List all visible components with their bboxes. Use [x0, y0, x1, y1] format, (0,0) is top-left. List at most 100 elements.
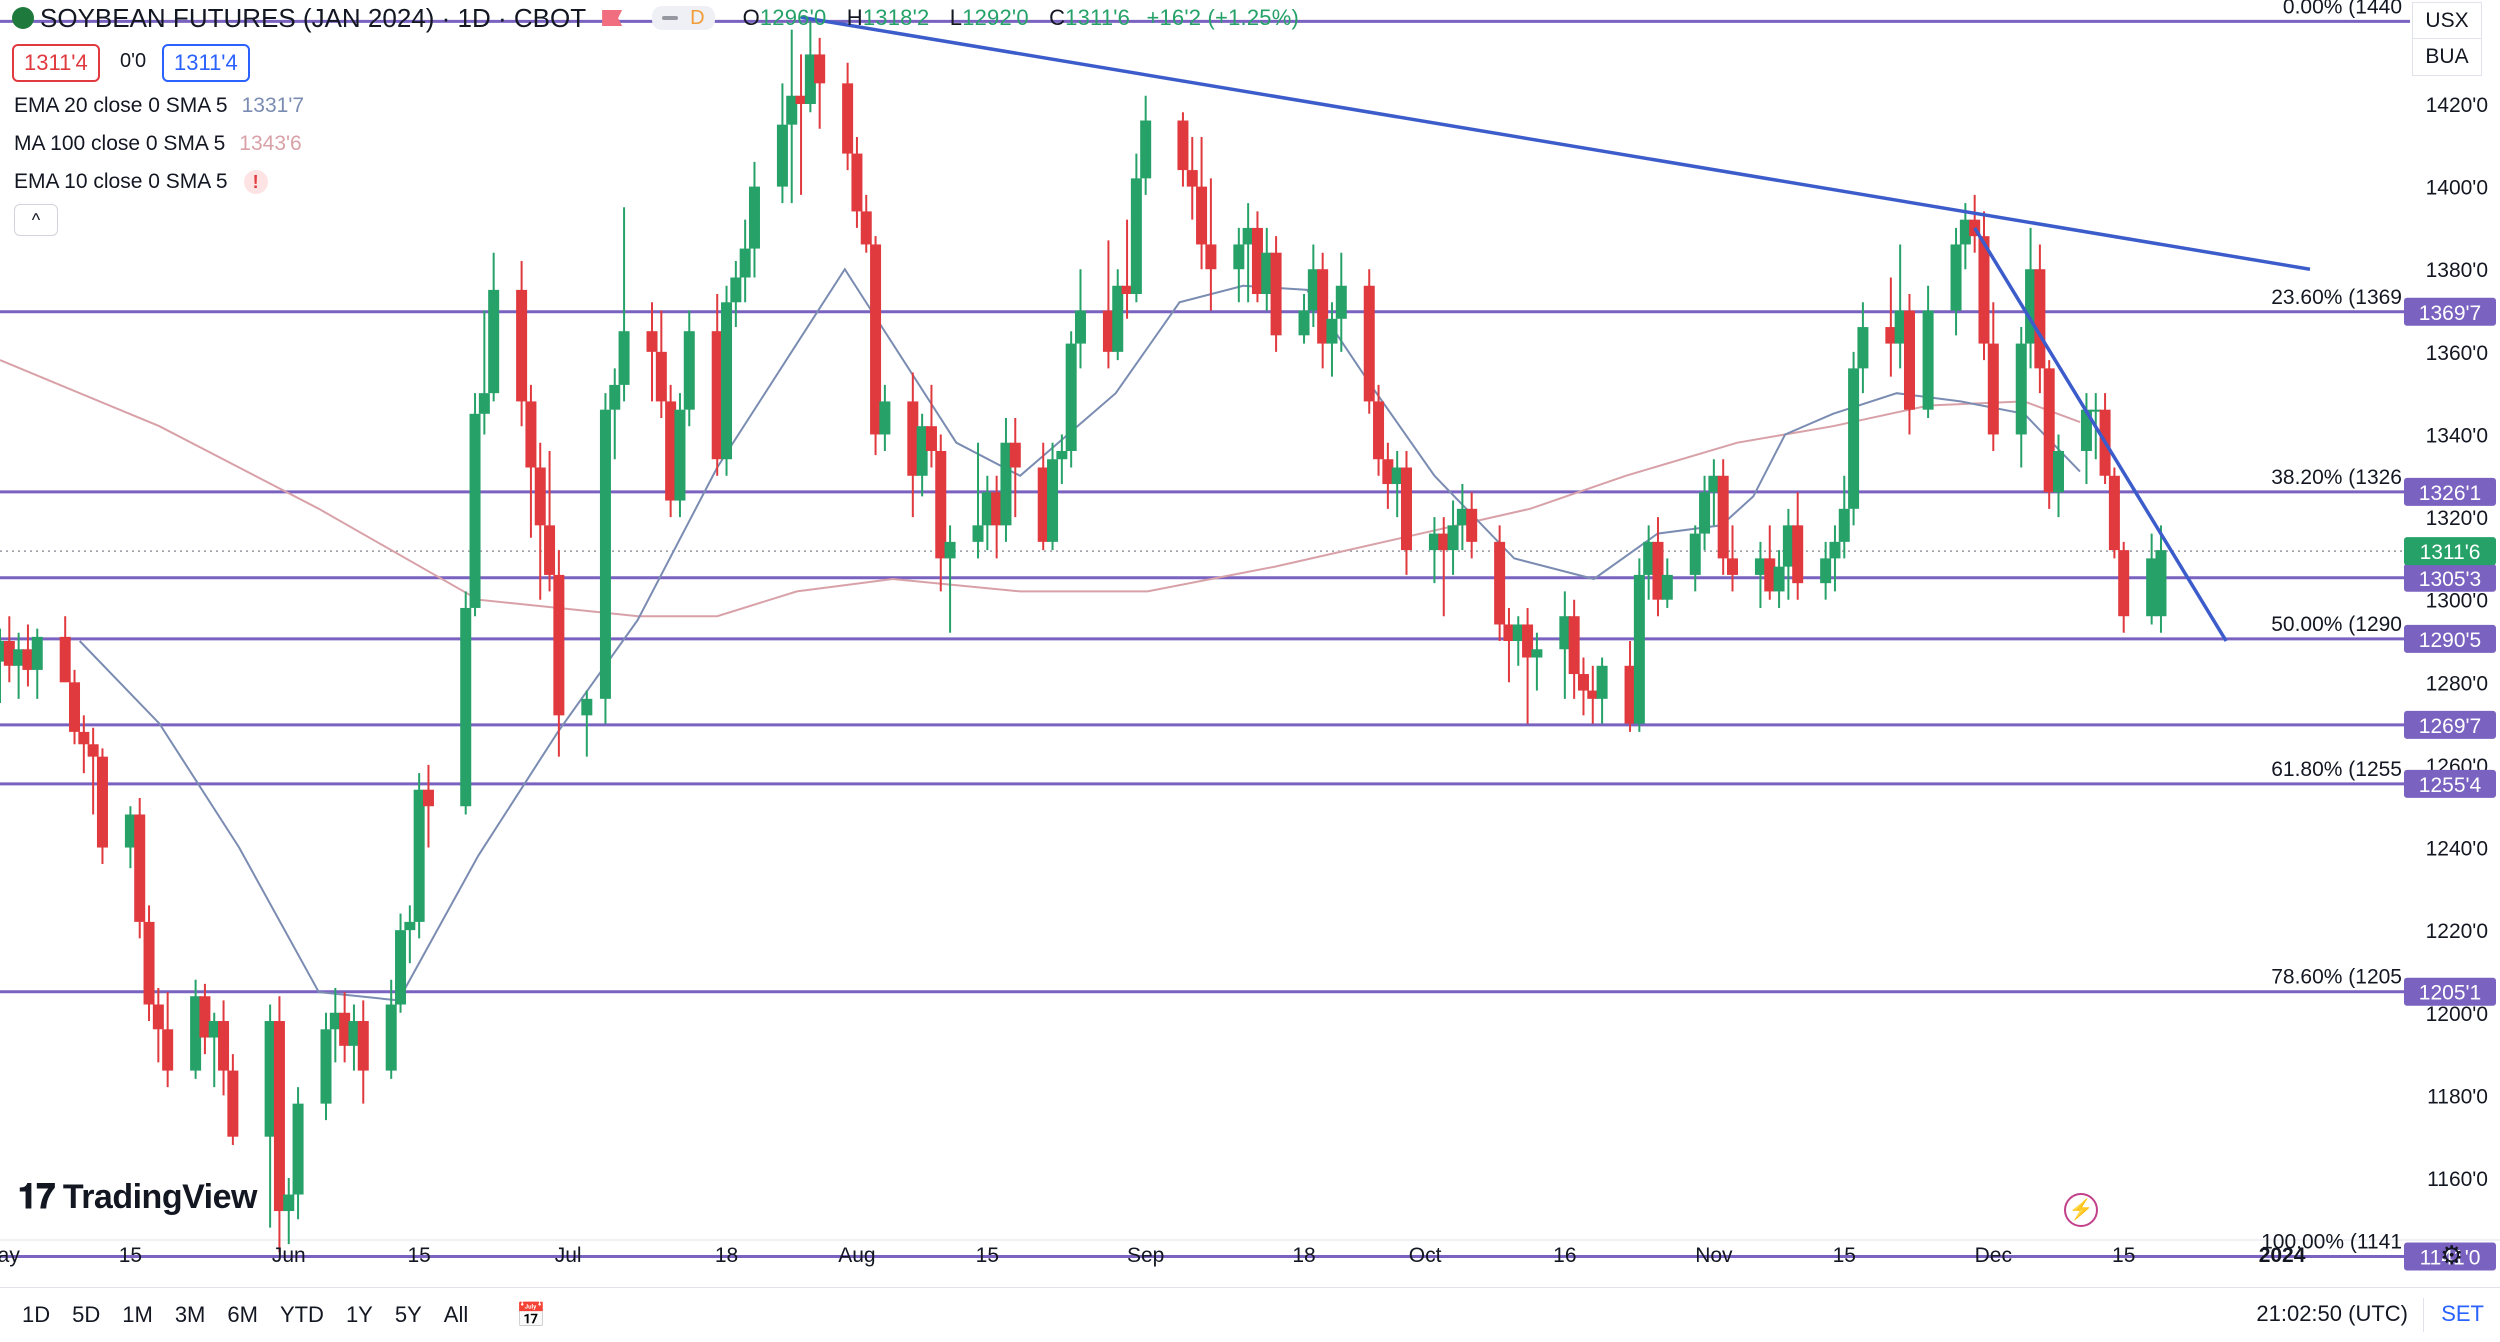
candle-body: [786, 95, 798, 125]
candle-body: [13, 649, 25, 666]
candle-body: [1689, 533, 1701, 575]
candle-body: [208, 1021, 220, 1038]
level-label: 78.60% (1205: [2271, 966, 2402, 989]
candle-body: [1708, 475, 1720, 493]
level-label: 23.60% (1369: [2271, 286, 2402, 309]
level-price-tag-bg: [2404, 977, 2496, 1006]
symbol-title[interactable]: SOYBEAN FUTURES (JAN 2024) · 1D · CBOT: [40, 2, 587, 33]
range-1m[interactable]: 1M: [122, 1302, 153, 1327]
close-value: 1311'6: [1065, 5, 1131, 30]
level-price-tag-bg: [2404, 563, 2496, 592]
candle-body: [1242, 227, 1254, 245]
candle-body: [1829, 541, 1841, 559]
currency-unit-button[interactable]: USX: [2412, 2, 2482, 40]
flash-icon[interactable]: ⚡: [2064, 1193, 2098, 1227]
candle-body: [1456, 508, 1468, 526]
candle-body: [1568, 616, 1580, 675]
range-3m[interactable]: 3M: [174, 1302, 206, 1327]
candle-body: [87, 744, 99, 757]
candle-body: [1587, 690, 1599, 699]
time-axis[interactable]: May 15 Jun 15 Jul 18 Aug 15 Sep 18 Oct 16 Nov 15 Dec 15…: [0, 1244, 2306, 1267]
candle-body: [2118, 550, 2130, 617]
indicator-ema10[interactable]: EMA 10 close 0 SMA 5!: [14, 170, 268, 194]
candle-body: [1559, 616, 1571, 650]
candle-body: [581, 698, 593, 716]
candle-body: [1624, 665, 1636, 724]
candle-body: [1782, 525, 1794, 567]
level-price-tag-bg: [2404, 297, 2496, 326]
buy-button[interactable]: 1311'4: [162, 44, 250, 82]
collapse-legend-button[interactable]: ^: [14, 204, 58, 236]
candle-body: [711, 331, 723, 460]
range-ytd[interactable]: YTD: [279, 1302, 324, 1327]
range-5d[interactable]: 5D: [72, 1302, 101, 1327]
candle-body: [31, 636, 43, 670]
candle-body: [1307, 269, 1319, 311]
candle-body: [1959, 219, 1971, 245]
candle-body: [981, 492, 993, 526]
y-tick-label: 1300'0: [2426, 590, 2488, 613]
candle-body: [134, 814, 146, 922]
clock[interactable]: 21:02:50 (UTC): [2256, 1301, 2408, 1326]
candle-body: [1717, 475, 1729, 559]
unit-mode-button[interactable]: BUA: [2412, 38, 2482, 76]
settings-link[interactable]: SET: [2441, 1301, 2484, 1326]
trendline: [1973, 227, 2228, 642]
x-tick-label: Jul: [555, 1244, 582, 1267]
x-tick-label: Dec: [1975, 1244, 2012, 1267]
indicator-ma100-label: MA 100 close 0 SMA 5: [14, 132, 226, 155]
range-1y[interactable]: 1Y: [345, 1302, 373, 1327]
ohlc-readout: O1296'0 H1318'2 L1292'0 C1311'6 +16'2 (+…: [743, 5, 1299, 31]
candle-body: [1503, 624, 1515, 641]
candle-body: [2108, 475, 2120, 551]
candle-body: [1577, 674, 1589, 691]
candle-body: [2090, 409, 2102, 412]
data-status-pill[interactable]: D: [652, 6, 715, 30]
candle-body: [1773, 566, 1785, 592]
candle-body: [3, 641, 15, 666]
candle-body: [339, 1012, 351, 1046]
range-6m[interactable]: 6M: [227, 1302, 258, 1327]
warning-icon[interactable]: !: [243, 170, 268, 194]
candle-body: [776, 124, 788, 187]
range-1d[interactable]: 1D: [22, 1302, 51, 1327]
flag-icon[interactable]: [602, 10, 623, 26]
candle-body: [1494, 541, 1506, 625]
y-tick-label: 1200'0: [2426, 1003, 2488, 1026]
range-5y[interactable]: 5Y: [394, 1302, 422, 1327]
candle-body: [1047, 459, 1059, 542]
candle-body: [2043, 368, 2055, 493]
candle-body: [935, 450, 947, 559]
candle-body: [1754, 558, 1766, 575]
candle-body: [851, 153, 863, 212]
indicator-ema20[interactable]: EMA 20 close 0 SMA 5 1331'7: [14, 94, 304, 118]
level-price-tag-bg: [2404, 1242, 2496, 1271]
candle-body: [1233, 244, 1245, 270]
horizontal-levels: 0.00% (1440 23.60% (1369 38.20% (1326 50.00…: [0, 0, 2410, 1258]
candle-body: [0, 641, 6, 662]
candle-body: [842, 83, 854, 154]
level-label: 100.00% (1141: [2261, 1230, 2402, 1253]
go-to-date-icon[interactable]: 📅: [516, 1301, 547, 1329]
candle-body: [143, 921, 155, 1005]
minus-icon: [662, 16, 679, 20]
indicator-ma100[interactable]: MA 100 close 0 SMA 5 1343'6: [14, 132, 302, 156]
candle-body: [460, 607, 472, 807]
candle-body: [1298, 310, 1310, 336]
candle-body: [395, 930, 407, 1005]
candle-body: [879, 401, 891, 435]
high-label: H: [846, 5, 863, 30]
candle-body: [655, 351, 667, 402]
candle-body: [1894, 310, 1906, 344]
sell-button[interactable]: 1311'4: [12, 44, 100, 82]
x-tick-label: 15: [407, 1244, 430, 1267]
x-tick-label: Oct: [1409, 1244, 1442, 1267]
tradingview-logo[interactable]: 𝟏𝟕 TradingView: [18, 1178, 257, 1217]
candle-body: [972, 525, 984, 542]
range-all[interactable]: All: [443, 1302, 469, 1327]
candle-body: [534, 467, 546, 526]
candle-body: [683, 331, 695, 410]
gear-icon[interactable]: ⚙: [2440, 1240, 2464, 1270]
